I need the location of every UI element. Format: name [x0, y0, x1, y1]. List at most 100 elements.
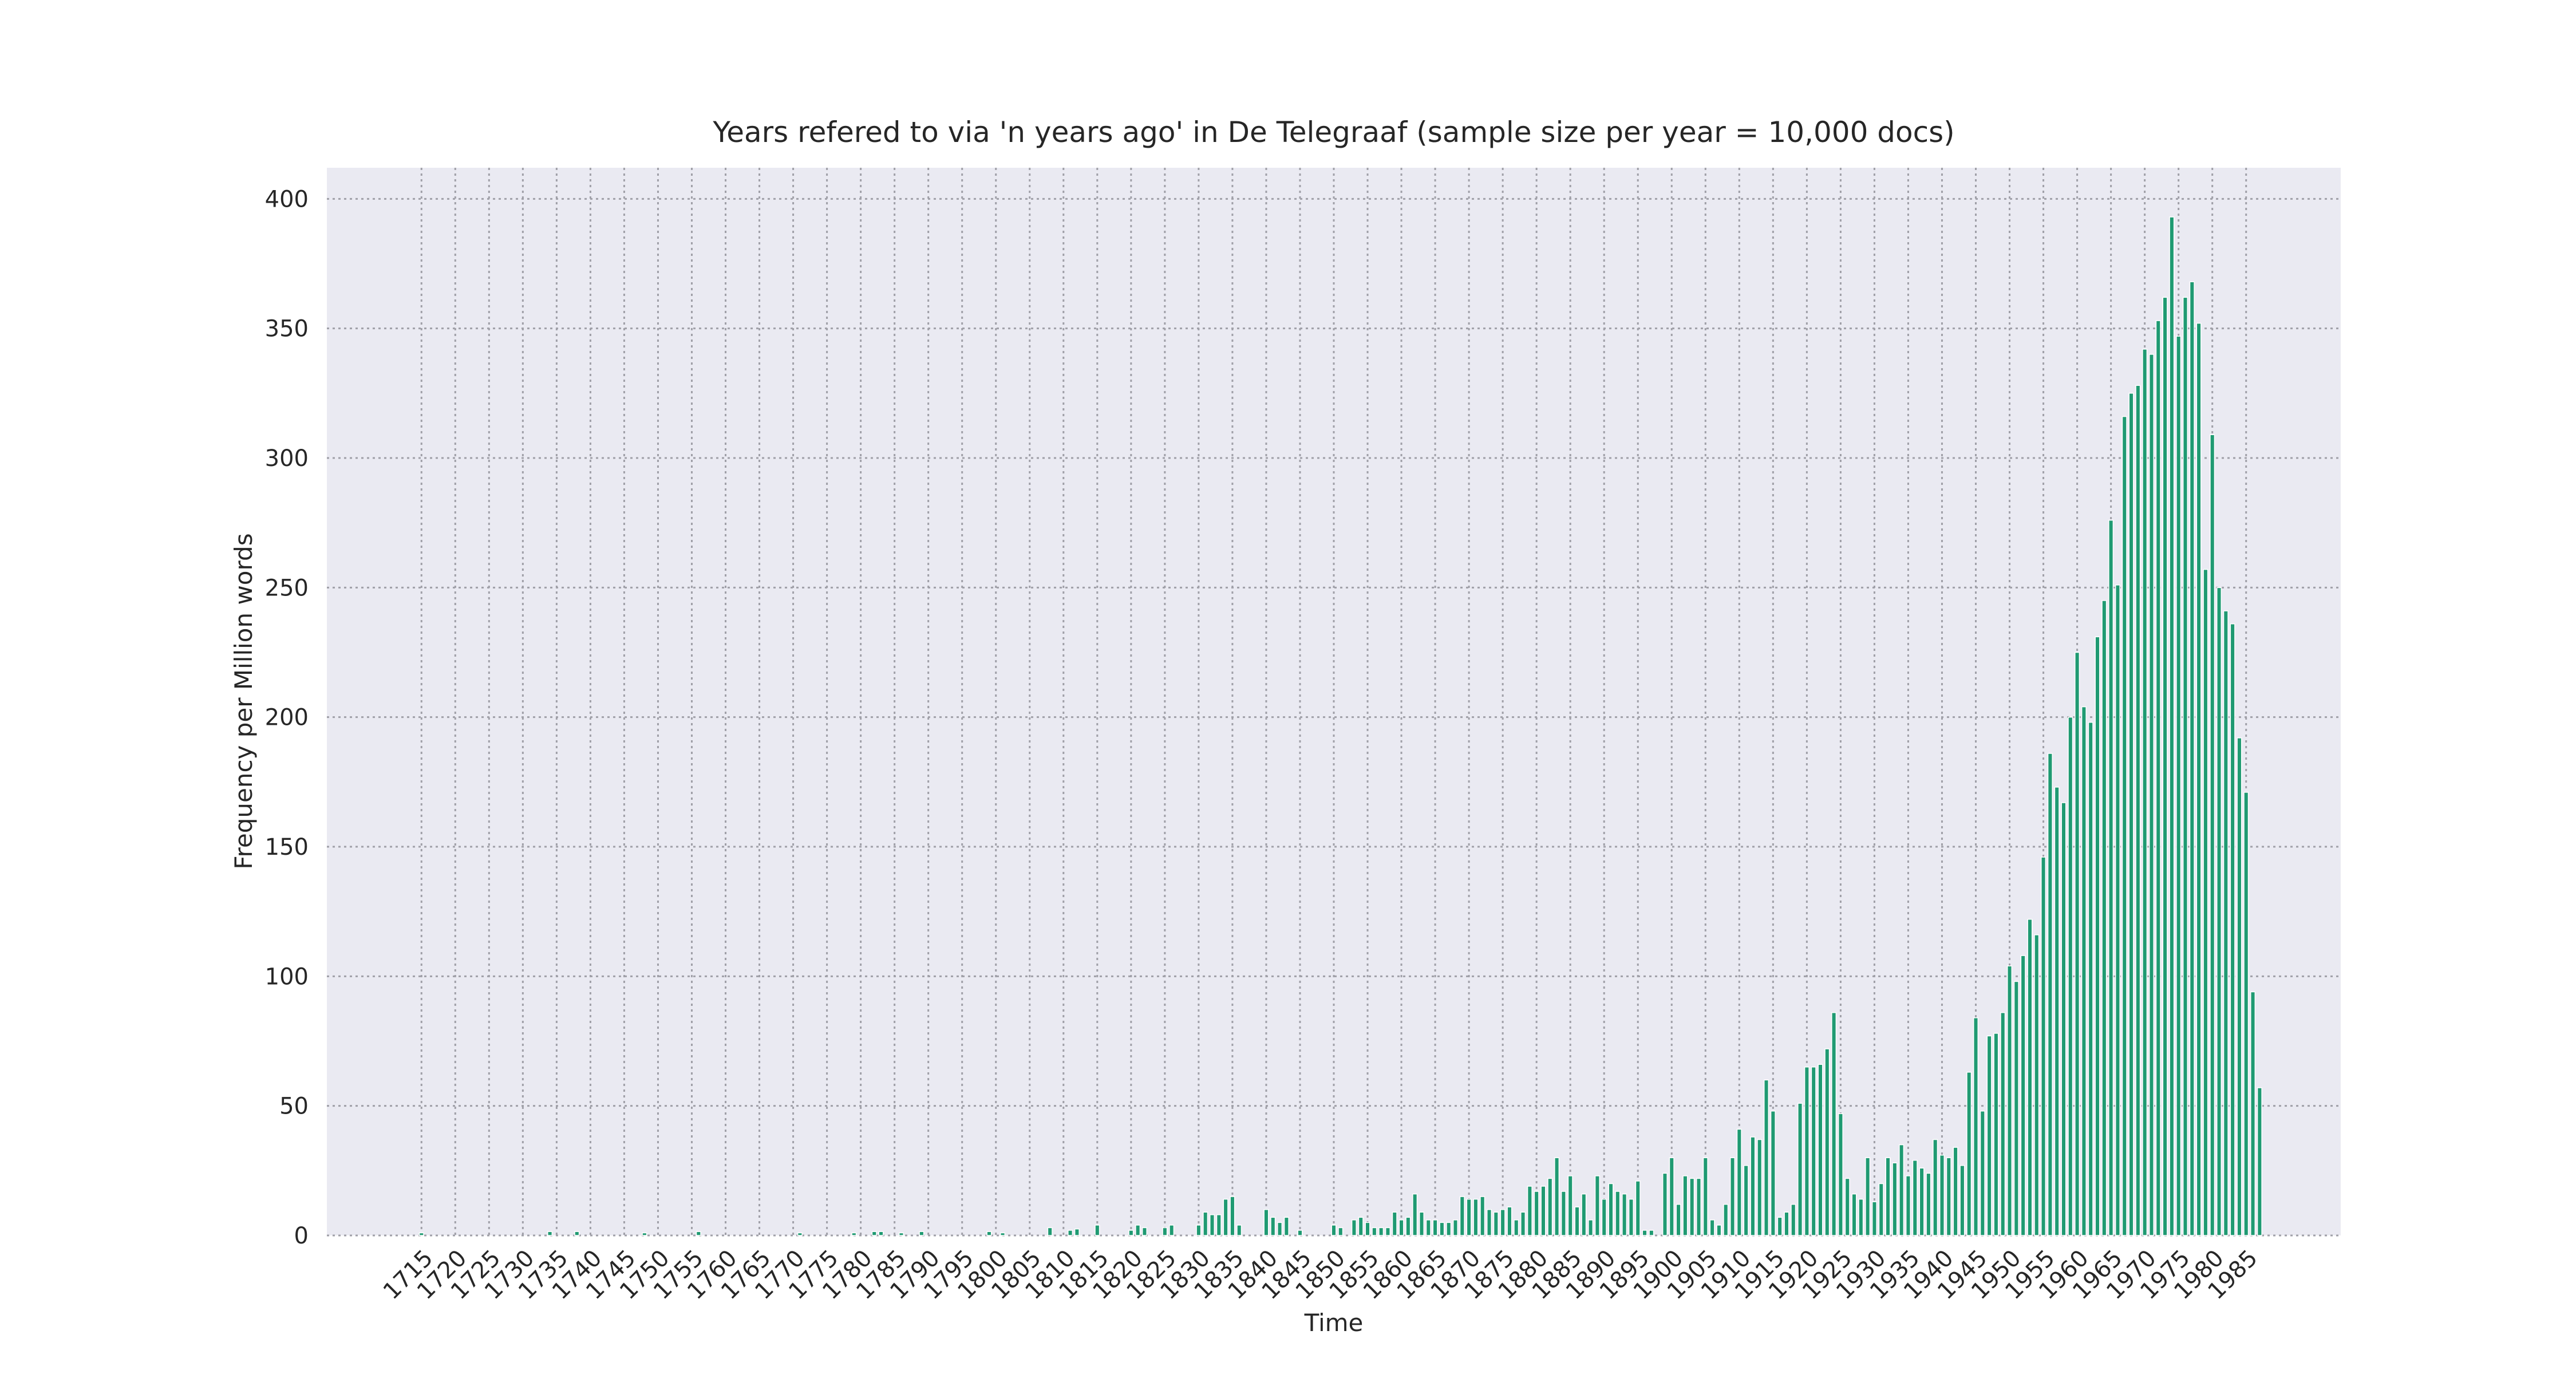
y-axis-label: Frequency per Million words	[230, 533, 258, 869]
bar	[898, 1232, 904, 1236]
bar	[1784, 1211, 1789, 1236]
bar	[1439, 1222, 1445, 1236]
bar	[1270, 1217, 1276, 1236]
y-tick-label: 0	[294, 1223, 309, 1249]
bar	[2203, 568, 2208, 1236]
bar	[2095, 636, 2100, 1236]
y-tick-label: 400	[265, 186, 309, 212]
bar	[1594, 1175, 1600, 1236]
bar	[1682, 1175, 1688, 1236]
bar	[1574, 1206, 1580, 1236]
bar	[1047, 1227, 1053, 1236]
y-tick-label: 100	[265, 964, 309, 990]
bar	[1628, 1198, 1634, 1236]
bar	[1729, 1157, 1736, 1236]
bar	[2230, 623, 2235, 1236]
bar	[1236, 1225, 1242, 1236]
bar	[1959, 1165, 1965, 1236]
bar	[2054, 787, 2060, 1236]
bar	[1196, 1225, 1202, 1236]
bar	[2108, 519, 2114, 1236]
bar	[1804, 1067, 1809, 1236]
bar	[1899, 1144, 1905, 1236]
bar	[1398, 1219, 1404, 1236]
bar	[2068, 716, 2073, 1236]
bar	[1209, 1214, 1215, 1236]
bar	[2142, 349, 2148, 1236]
bar	[1297, 1230, 1303, 1236]
bar	[1743, 1165, 1749, 1236]
bar	[2257, 1087, 2262, 1236]
bar	[1676, 1203, 1681, 1236]
bar	[1601, 1198, 1607, 1236]
bar	[1757, 1139, 1763, 1236]
bar	[1797, 1103, 1803, 1236]
bar	[1473, 1198, 1479, 1236]
bar	[1791, 1203, 1796, 1236]
bar	[1520, 1211, 1526, 1236]
y-tick-label: 50	[279, 1093, 309, 1120]
bar	[1838, 1113, 1843, 1236]
bar	[1216, 1214, 1222, 1236]
bar	[2088, 721, 2093, 1236]
bar	[1818, 1064, 1823, 1236]
bar	[1412, 1193, 1418, 1236]
bar	[1824, 1048, 1830, 1236]
bar	[1068, 1230, 1073, 1236]
bar	[1452, 1219, 1459, 1236]
bar	[2041, 856, 2046, 1236]
bar	[1128, 1230, 1134, 1236]
bar	[1466, 1198, 1472, 1236]
bar	[418, 1232, 424, 1236]
bar	[1980, 1110, 1985, 1236]
bar	[2135, 385, 2141, 1236]
bar	[1419, 1211, 1424, 1236]
bar	[2013, 981, 2019, 1236]
bar	[1953, 1147, 1958, 1236]
bar	[2081, 706, 2087, 1236]
bar	[871, 1231, 877, 1236]
bar	[1649, 1230, 1654, 1236]
y-tick-label: 300	[265, 445, 309, 472]
bar	[2075, 652, 2080, 1236]
bar	[1000, 1232, 1006, 1236]
bar	[1615, 1191, 1621, 1236]
y-tick-label: 350	[265, 316, 309, 342]
bar	[851, 1232, 857, 1236]
bar	[1500, 1209, 1506, 1236]
bar	[2216, 587, 2222, 1236]
bar	[1831, 1012, 1837, 1236]
bar	[2020, 955, 2026, 1236]
bar	[878, 1231, 884, 1236]
bar	[1939, 1154, 1945, 1236]
bar	[1405, 1217, 1411, 1236]
bar	[1865, 1157, 1871, 1236]
bar	[1892, 1162, 1898, 1236]
bar	[2196, 322, 2202, 1236]
bar	[1493, 1211, 1499, 1236]
bar	[2243, 792, 2249, 1236]
bar	[1946, 1157, 1951, 1236]
bar	[1750, 1136, 1756, 1236]
bar	[1283, 1217, 1289, 1236]
bar	[2007, 965, 2013, 1236]
bar	[1540, 1186, 1546, 1236]
bar	[1527, 1186, 1532, 1236]
bar	[1926, 1172, 1931, 1236]
bar	[986, 1231, 992, 1236]
bar	[1385, 1227, 1390, 1236]
bar	[1547, 1178, 1553, 1236]
bar	[1878, 1183, 1884, 1236]
bar	[2237, 737, 2242, 1236]
bar	[1372, 1227, 1377, 1236]
y-tick-label: 200	[265, 705, 309, 731]
bar	[1074, 1228, 1080, 1236]
bar	[1622, 1193, 1627, 1236]
bar	[1844, 1178, 1850, 1236]
bar	[1514, 1219, 1519, 1236]
bar	[547, 1231, 553, 1236]
bar	[2210, 434, 2215, 1236]
bar	[1858, 1198, 1864, 1236]
bar	[1277, 1222, 1283, 1236]
